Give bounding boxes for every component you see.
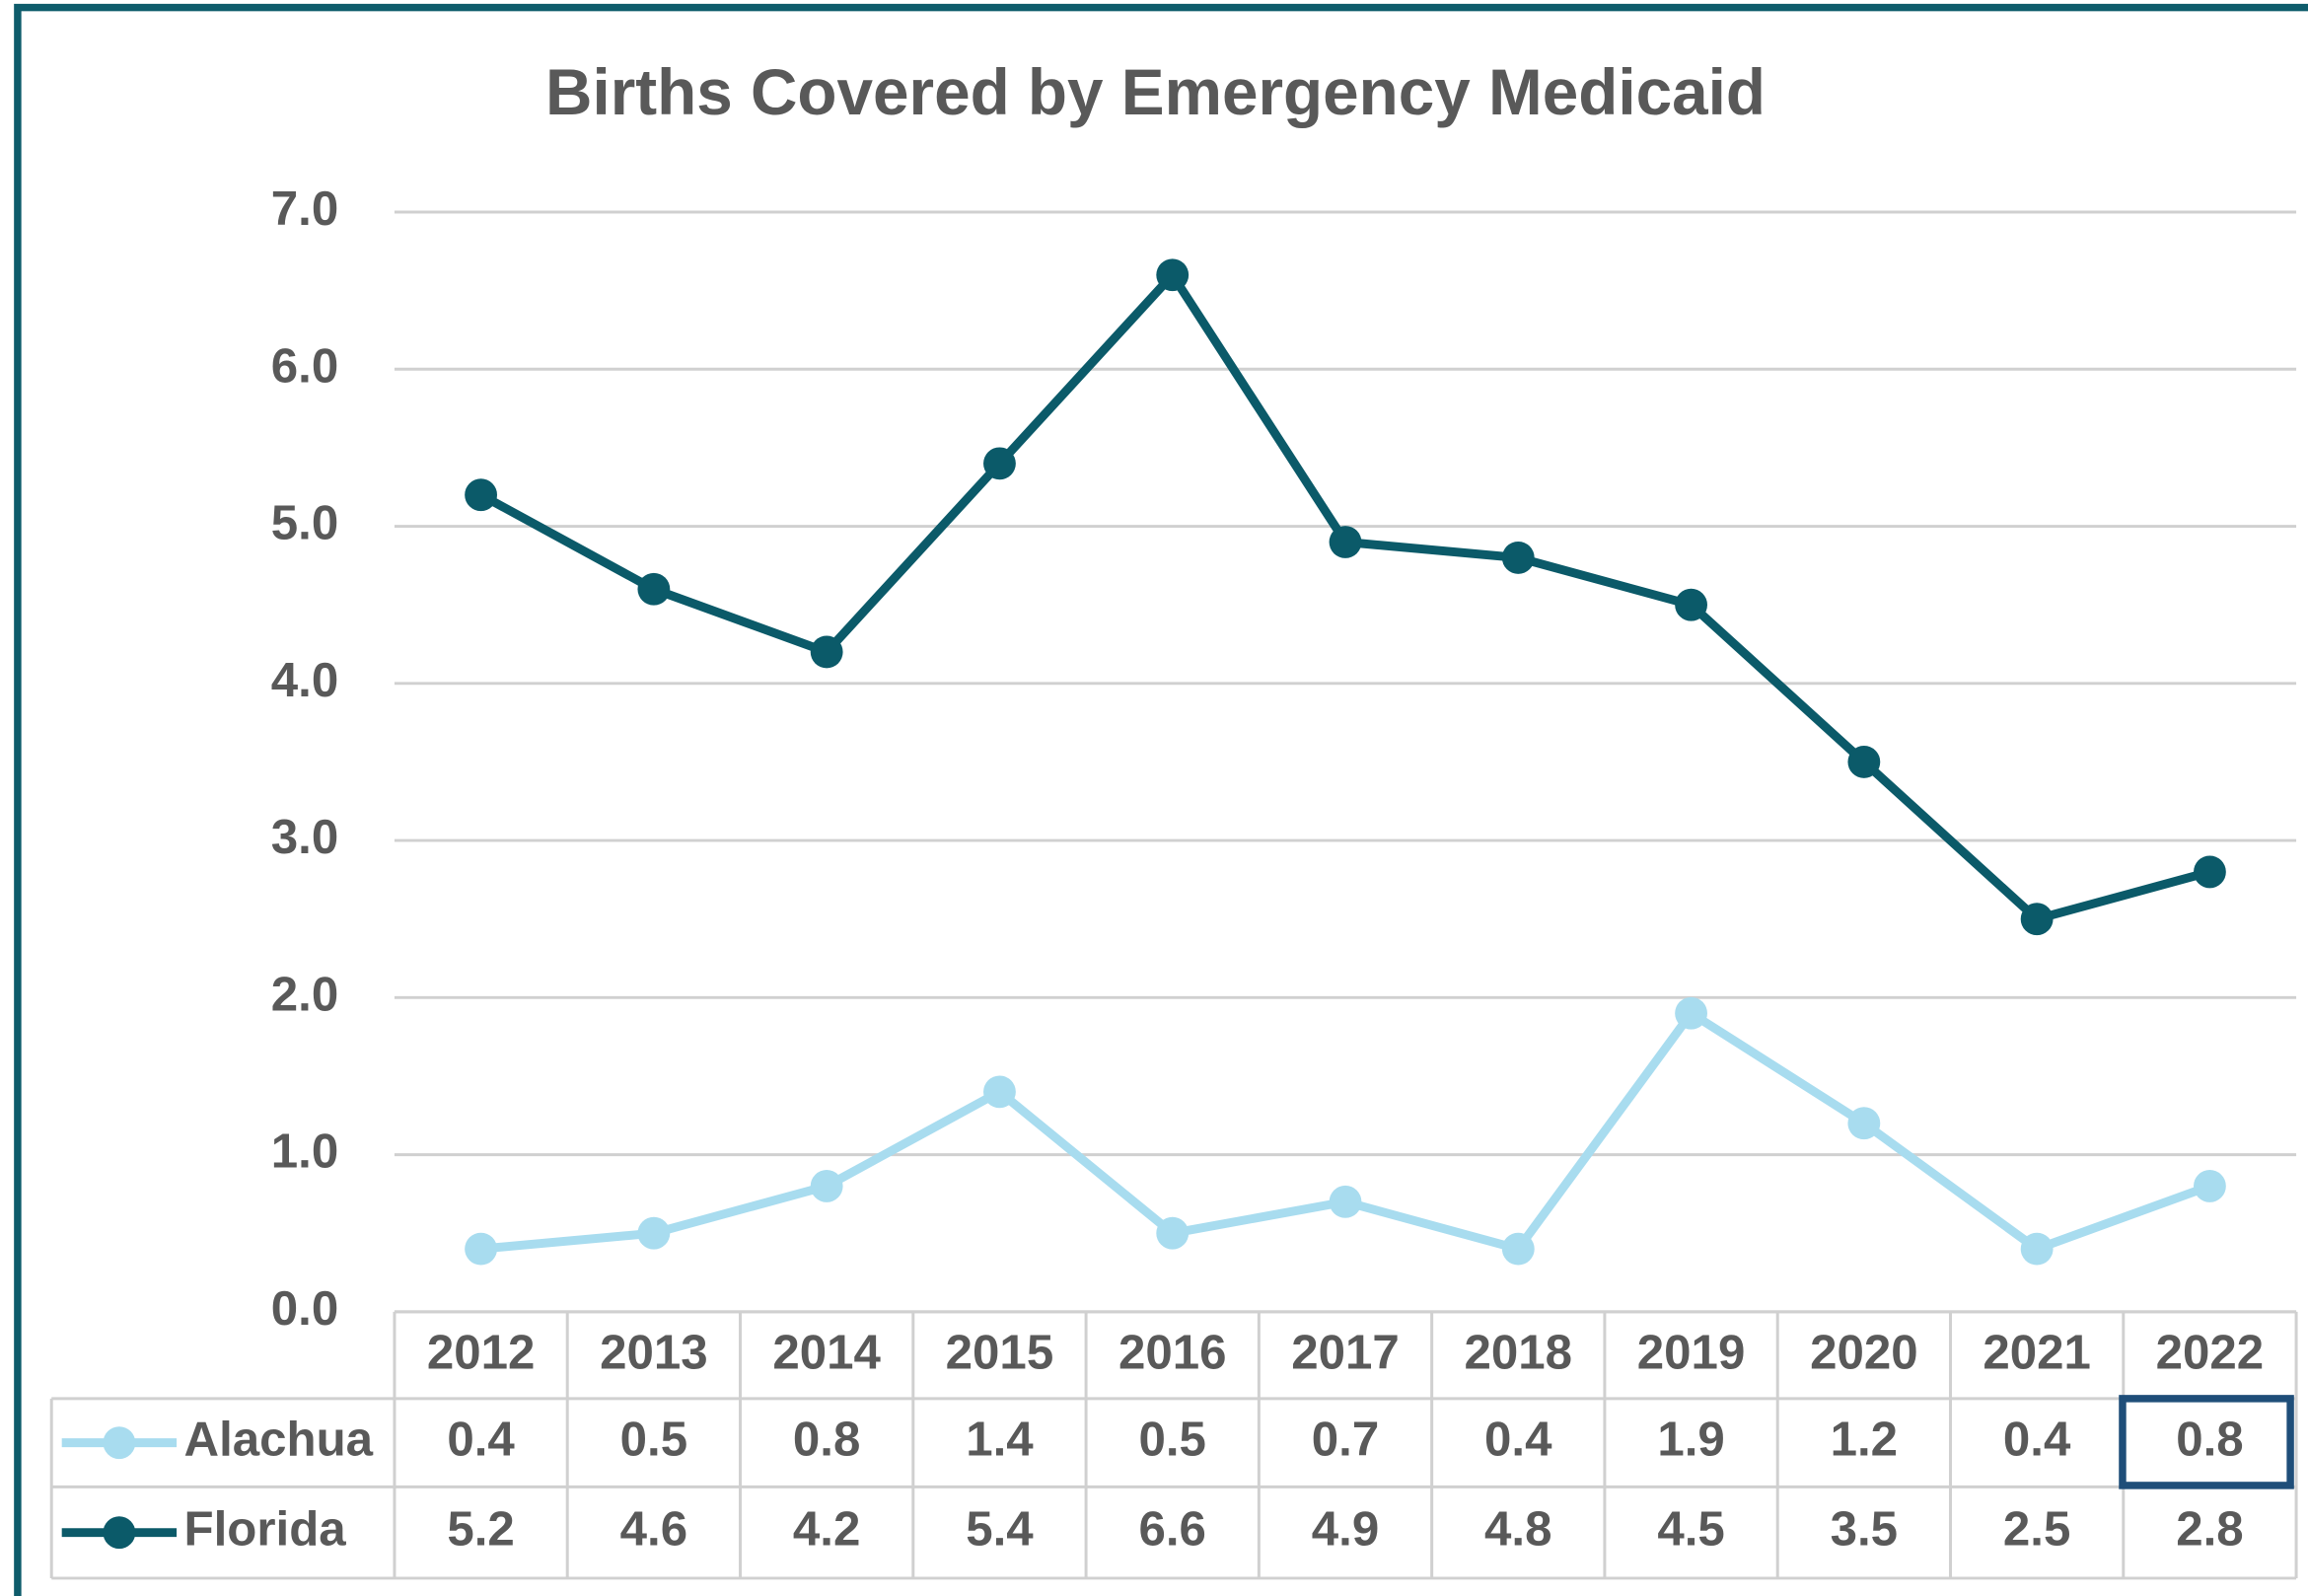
plot: [465, 258, 2226, 1266]
data-point: [1329, 1185, 1362, 1218]
table-value: 1.9: [1657, 1413, 1724, 1467]
data-point: [2020, 903, 2054, 936]
table-value: 4.2: [793, 1502, 860, 1557]
data-point: [2194, 855, 2226, 889]
table-value: 0.4: [1484, 1413, 1552, 1467]
series-line: [478, 270, 2211, 924]
y-tick-label: 0.0: [271, 1281, 338, 1336]
x-tick-label: 2019: [1637, 1326, 1746, 1380]
data-table: 2012 2013 2014 2015 2016 2017 2018 2019 2020 2021…: [49, 1310, 2298, 1580]
data-point: [1675, 588, 1707, 621]
x-tick-label: 2020: [1810, 1326, 1918, 1380]
y-tick-label: 7.0: [271, 181, 338, 236]
y-tick-label: 1.0: [271, 1124, 338, 1179]
data-point: [465, 478, 498, 512]
table-value: 2.5: [2003, 1502, 2070, 1557]
x-tick-label: 2021: [1983, 1326, 2091, 1380]
data-point: [1501, 541, 1535, 574]
data-point: [1501, 1232, 1535, 1266]
highlight-box: [2119, 1395, 2294, 1489]
data-point: [2194, 1170, 2226, 1202]
table-value: 0.5: [1138, 1413, 1205, 1467]
x-tick-label: 2022: [2156, 1326, 2265, 1380]
data-point: [1329, 526, 1362, 558]
legend-label: Alachua: [184, 1413, 374, 1467]
data-point: [637, 572, 671, 606]
table-value: 0.5: [620, 1413, 687, 1467]
x-tick-label: 2015: [946, 1326, 1054, 1380]
table-value: 5.2: [447, 1502, 514, 1557]
data-point: [810, 635, 843, 669]
table-value: 1.4: [966, 1413, 1034, 1467]
legend-marker: [103, 1516, 136, 1550]
table-value: 5.4: [966, 1502, 1034, 1557]
x-tick-label: 2018: [1465, 1326, 1573, 1380]
table-value: 0.8: [2176, 1413, 2243, 1467]
table-value: 1.2: [1831, 1413, 1898, 1467]
y-tick-label: 5.0: [271, 496, 338, 550]
data-point: [810, 1170, 843, 1202]
legend-marker: [103, 1426, 136, 1460]
table-value: 2.8: [2176, 1502, 2243, 1557]
x-tick-label: 2017: [1291, 1326, 1400, 1380]
chart-title: Births Covered by Emergency Medicaid: [545, 56, 1766, 128]
table-value: 6.6: [1138, 1502, 1205, 1557]
legend-label: Florida: [184, 1502, 347, 1557]
y-tick-label: 2.0: [271, 967, 338, 1021]
table-value: 0.4: [447, 1413, 515, 1467]
table-value: 4.9: [1312, 1502, 1379, 1557]
data-point: [1156, 1216, 1190, 1250]
y-tick-label: 6.0: [271, 338, 338, 393]
data-point: [637, 1216, 671, 1250]
table-value: 0.4: [2003, 1413, 2071, 1467]
y-tick-label: 3.0: [271, 810, 338, 864]
data-point: [2020, 1232, 2054, 1266]
data-point: [465, 1232, 498, 1266]
data-point: [983, 447, 1016, 480]
data-point: [1847, 746, 1881, 778]
table-value: 4.8: [1484, 1502, 1551, 1557]
grid: 0.0 1.0 2.0 3.0 4.0 5.0 6.0 7.0: [271, 181, 2297, 1336]
data-point: [1675, 996, 1707, 1030]
chart-border: [14, 3, 2308, 1596]
table-value: 0.7: [1312, 1413, 1379, 1467]
x-tick-label: 2012: [427, 1326, 536, 1380]
table-value: 3.5: [1831, 1502, 1898, 1557]
x-tick-label: 2014: [772, 1326, 881, 1380]
y-tick-label: 4.0: [271, 653, 338, 707]
table-value: 0.8: [793, 1413, 860, 1467]
x-tick-label: 2013: [600, 1326, 708, 1380]
x-tick-label: 2016: [1118, 1326, 1227, 1380]
table-value: 4.5: [1657, 1502, 1724, 1557]
table-value: 4.6: [620, 1502, 687, 1557]
data-point: [1847, 1107, 1881, 1140]
data-point: [1156, 258, 1190, 292]
data-point: [983, 1075, 1016, 1109]
